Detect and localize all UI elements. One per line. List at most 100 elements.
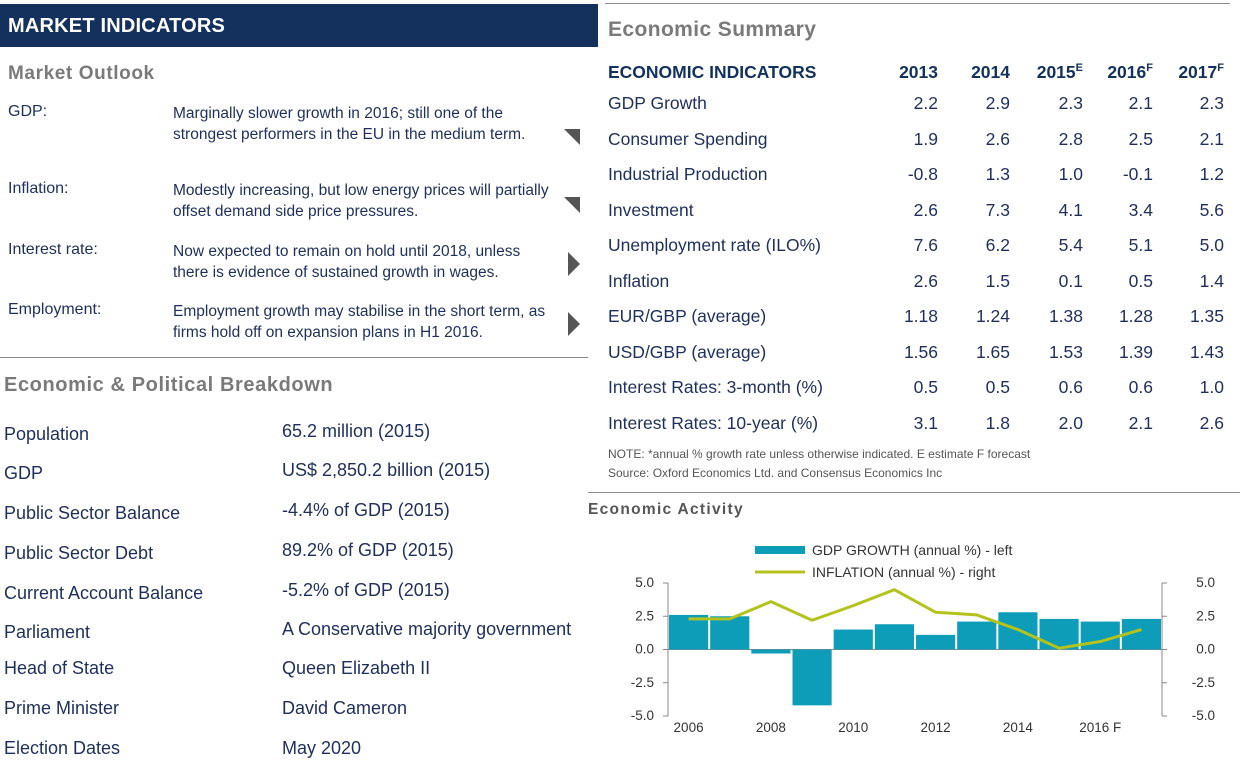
breakdown-label: Election Dates [4, 738, 120, 759]
breakdown-value: 65.2 million (2015) [282, 421, 430, 442]
table-cell: 3.4 [1087, 193, 1157, 229]
row-label: Interest Rates: 3-month (%) [606, 370, 864, 406]
table-row: Industrial Production -0.8 1.3 1.0 -0.1 1.2 [606, 157, 1228, 193]
breakdown-value: A Conservative majority government [282, 619, 571, 640]
table-note: NOTE: *annual % growth rate unless other… [608, 447, 1030, 461]
outlook-label: Employment: [8, 301, 101, 319]
gdp-growth-bar [751, 650, 790, 654]
market-indicators-header: MARKET INDICATORS [0, 4, 598, 47]
table-cell: 1.65 [942, 335, 1014, 371]
table-cell: 1.28 [1087, 299, 1157, 335]
left-axis-tick-label: 5.0 [635, 575, 654, 590]
breakdown-value: May 2020 [282, 738, 361, 759]
row-label: Industrial Production [606, 157, 864, 193]
table-cell: 1.5 [942, 264, 1014, 300]
column-header-year: 2017F [1157, 58, 1228, 86]
table-cell: 2.5 [1087, 122, 1157, 158]
divider [605, 3, 1230, 4]
legend-swatch-gdp-growth [755, 546, 805, 554]
table-cell: 2.1 [1087, 86, 1157, 122]
row-label: Inflation [606, 264, 864, 300]
breakdown-label: Prime Minister [4, 698, 119, 719]
table-cell: 1.9 [864, 122, 942, 158]
left-axis-tick-label: 0.0 [635, 642, 654, 657]
table-cell: 2.1 [1157, 122, 1228, 158]
table-cell: 1.4 [1157, 264, 1228, 300]
row-label: EUR/GBP (average) [606, 299, 864, 335]
table-cell: 2.6 [864, 193, 942, 229]
economic-summary-title: Economic Summary [608, 18, 816, 42]
gdp-growth-bar [1081, 622, 1120, 650]
x-axis-tick-label: 2016 F [1079, 720, 1121, 735]
right-axis-tick-label: 0.0 [1196, 642, 1215, 657]
gdp-growth-bar [875, 624, 914, 649]
table-row: Inflation 2.6 1.5 0.1 0.5 1.4 [606, 264, 1228, 300]
breakdown-value: -4.4% of GDP (2015) [282, 500, 450, 521]
table-cell: 2.8 [1014, 122, 1087, 158]
row-label: Investment [606, 193, 864, 229]
table-cell: 5.4 [1014, 228, 1087, 264]
table-header-row: ECONOMIC INDICATORS 2013 2014 2015E 2016… [606, 58, 1228, 86]
table-cell: 1.53 [1014, 335, 1087, 371]
left-axis-tick-label: -2.5 [631, 675, 654, 690]
table-cell: 1.0 [1014, 157, 1087, 193]
table-cell: -0.8 [864, 157, 942, 193]
table-cell: 2.6 [942, 122, 1014, 158]
year-superscript: E [1076, 62, 1083, 74]
table-cell: 5.6 [1157, 193, 1228, 229]
table-row: Interest Rates: 3-month (%) 0.5 0.5 0.6 0.6 1… [606, 370, 1228, 406]
breakdown-label: Public Sector Debt [4, 543, 153, 564]
down-right-arrow-icon [564, 197, 580, 213]
column-header-year: 2014 [942, 58, 1014, 86]
divider [0, 357, 588, 358]
economic-activity-chart: 5.0 2.5 0.0 -2.5 -5.0 5.0 2.5 0.0 -2.5 -5.0 2006 20… [600, 534, 1230, 744]
breakdown-value: 89.2% of GDP (2015) [282, 540, 454, 561]
breakdown-value: -5.2% of GDP (2015) [282, 580, 450, 601]
x-axis-tick-label: 2006 [674, 720, 704, 735]
row-label: Interest Rates: 10-year (%) [606, 406, 864, 442]
breakdown-label: Head of State [4, 658, 114, 679]
breakdown-label: Public Sector Balance [4, 503, 180, 524]
right-axis-tick-label: -2.5 [1192, 675, 1215, 690]
economic-activity-title: Economic Activity [588, 501, 744, 519]
breakdown-title: Economic & Political Breakdown [4, 374, 333, 397]
table-cell: 1.35 [1157, 299, 1228, 335]
table-cell: 7.3 [942, 193, 1014, 229]
year-superscript: F [1217, 62, 1224, 74]
gdp-growth-bar [916, 635, 955, 650]
table-row: EUR/GBP (average) 1.18 1.24 1.38 1.28 1.35 [606, 299, 1228, 335]
economic-summary-table: ECONOMIC INDICATORS 2013 2014 2015E 2016… [606, 58, 1228, 441]
table-cell: 2.3 [1157, 86, 1228, 122]
x-axis-tick-label: 2008 [756, 720, 786, 735]
x-axis-tick-label: 2012 [921, 720, 951, 735]
table-cell: 0.6 [1087, 370, 1157, 406]
legend-label-gdp-growth: GDP GROWTH (annual %) - left [812, 542, 1013, 558]
table-cell: 1.18 [864, 299, 942, 335]
breakdown-label: Parliament [4, 622, 90, 643]
breakdown-value: David Cameron [282, 698, 407, 719]
table-row: GDP Growth 2.2 2.9 2.3 2.1 2.3 [606, 86, 1228, 122]
table-cell: 3.1 [864, 406, 942, 442]
table-cell: 1.43 [1157, 335, 1228, 371]
table-body: GDP Growth 2.2 2.9 2.3 2.1 2.3 Consumer Spendi… [606, 86, 1228, 441]
left-axis-tick-label: 2.5 [635, 608, 654, 623]
gdp-growth-bar [957, 622, 996, 650]
table-cell: 4.1 [1014, 193, 1087, 229]
outlook-label: Interest rate: [8, 241, 98, 259]
table-cell: 2.3 [1014, 86, 1087, 122]
left-axis-tick-label: -5.0 [631, 708, 654, 723]
outlook-text: Employment growth may stabilise in the s… [173, 301, 553, 343]
right-axis-tick-label: 5.0 [1196, 575, 1215, 590]
table-cell: 0.6 [1014, 370, 1087, 406]
table-cell: 1.0 [1157, 370, 1228, 406]
table-cell: 1.39 [1087, 335, 1157, 371]
table-cell: 5.1 [1087, 228, 1157, 264]
breakdown-label: Population [4, 424, 89, 445]
right-arrow-icon [568, 312, 580, 336]
breakdown-label: Current Account Balance [4, 583, 203, 604]
column-header-indicator: ECONOMIC INDICATORS [606, 58, 864, 86]
breakdown-label: GDP [4, 463, 43, 484]
year-superscript: F [1146, 62, 1153, 74]
table-cell: 2.2 [864, 86, 942, 122]
year-label: 2014 [971, 62, 1010, 82]
